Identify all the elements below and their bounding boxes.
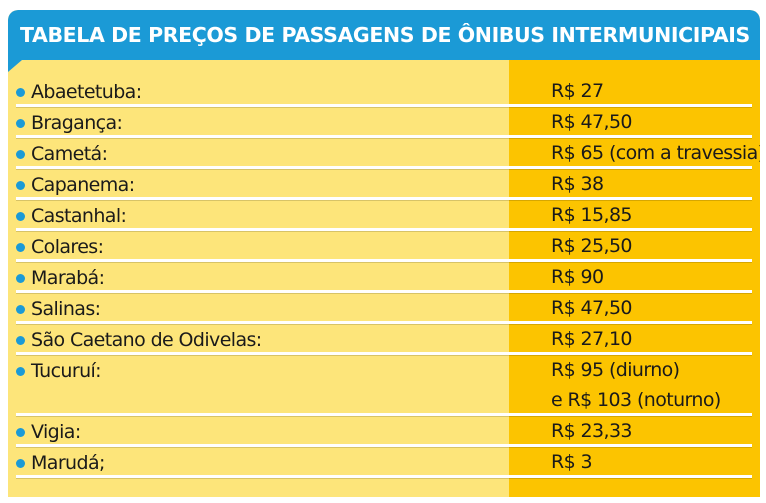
city-cell: Abaetetuba:	[16, 80, 142, 104]
table-row: Colares: R$ 25,50	[8, 231, 760, 262]
city-name: Vigia:	[31, 421, 81, 443]
price-cell: R$ 15,85	[551, 204, 633, 226]
table-header: TABELA DE PREÇOS DE PASSAGENS DE ÔNIBUS …	[8, 10, 760, 60]
city-name: Marabá:	[31, 267, 105, 289]
city-cell: Castanhal:	[16, 204, 127, 228]
city-cell: Vigia:	[16, 420, 81, 444]
table-row: Abaetetuba: R$ 27	[8, 76, 760, 107]
bullet-icon	[16, 87, 25, 97]
table-row: Marudá; R$ 3	[8, 447, 760, 478]
table-row: Cametá: R$ 65 (com a travessia)	[8, 138, 760, 169]
price-cell: R$ 23,33	[551, 420, 633, 442]
city-name: Tucuruí:	[31, 360, 102, 382]
table-row: Salinas: R$ 47,50	[8, 293, 760, 324]
bullet-icon	[16, 335, 25, 345]
city-name: Castanhal:	[31, 205, 127, 227]
table-row: Marabá: R$ 90	[8, 262, 760, 293]
city-name: Salinas:	[31, 298, 101, 320]
price-line: e R$ 103 (noturno)	[551, 389, 721, 411]
city-name: Cametá:	[31, 143, 108, 165]
price-cell: R$ 47,50	[551, 111, 633, 133]
bullet-icon	[16, 273, 25, 283]
bullet-icon	[16, 427, 25, 437]
table-row: Vigia: R$ 23,33	[8, 416, 760, 447]
city-name: São Caetano de Odivelas:	[31, 329, 262, 351]
price-cell: R$ 95 (diurno) e R$ 103 (noturno)	[551, 355, 721, 415]
city-cell: Marudá;	[16, 451, 105, 475]
bullet-icon	[16, 118, 25, 128]
price-cell: R$ 38	[551, 173, 604, 195]
price-cell: R$ 27,10	[551, 328, 633, 350]
city-cell: Bragança:	[16, 111, 123, 135]
price-cell: R$ 27	[551, 80, 604, 102]
city-name: Marudá;	[31, 452, 105, 474]
city-name: Bragança:	[31, 112, 123, 134]
bullet-icon	[16, 304, 25, 314]
bullet-icon	[16, 211, 25, 221]
bullet-icon	[16, 149, 25, 159]
city-cell: Marabá:	[16, 266, 105, 290]
price-column-background	[509, 60, 760, 497]
city-name: Capanema:	[31, 174, 135, 196]
table-rows: Abaetetuba: R$ 27 Bragança: R$ 47,50 Cam…	[8, 76, 760, 478]
city-cell: São Caetano de Odivelas:	[16, 328, 262, 352]
bullet-icon	[16, 180, 25, 190]
bullet-icon	[16, 366, 25, 376]
table-row: Bragança: R$ 47,50	[8, 107, 760, 138]
table-row: Capanema: R$ 38	[8, 169, 760, 200]
table-row: Tucuruí: R$ 95 (diurno) e R$ 103 (noturn…	[8, 355, 760, 416]
table-row: Castanhal: R$ 15,85	[8, 200, 760, 231]
city-name: Abaetetuba:	[31, 81, 142, 103]
city-cell: Tucuruí:	[16, 359, 102, 383]
price-table: TABELA DE PREÇOS DE PASSAGENS DE ÔNIBUS …	[8, 10, 760, 497]
bullet-icon	[16, 458, 25, 468]
city-cell: Cametá:	[16, 142, 108, 166]
table-row: São Caetano de Odivelas: R$ 27,10	[8, 324, 760, 355]
price-cell: R$ 25,50	[551, 235, 633, 257]
price-cell: R$ 65 (com a travessia)	[551, 142, 760, 164]
header-corner	[8, 60, 22, 72]
city-cell: Colares:	[16, 235, 104, 259]
price-cell: R$ 90	[551, 266, 604, 288]
bullet-icon	[16, 242, 25, 252]
table-title: TABELA DE PREÇOS DE PASSAGENS DE ÔNIBUS …	[20, 23, 750, 47]
city-name: Colares:	[31, 236, 104, 258]
price-line: R$ 95 (diurno)	[551, 359, 680, 381]
price-cell: R$ 47,50	[551, 297, 633, 319]
city-cell: Capanema:	[16, 173, 135, 197]
price-cell: R$ 3	[551, 451, 593, 473]
city-cell: Salinas:	[16, 297, 101, 321]
